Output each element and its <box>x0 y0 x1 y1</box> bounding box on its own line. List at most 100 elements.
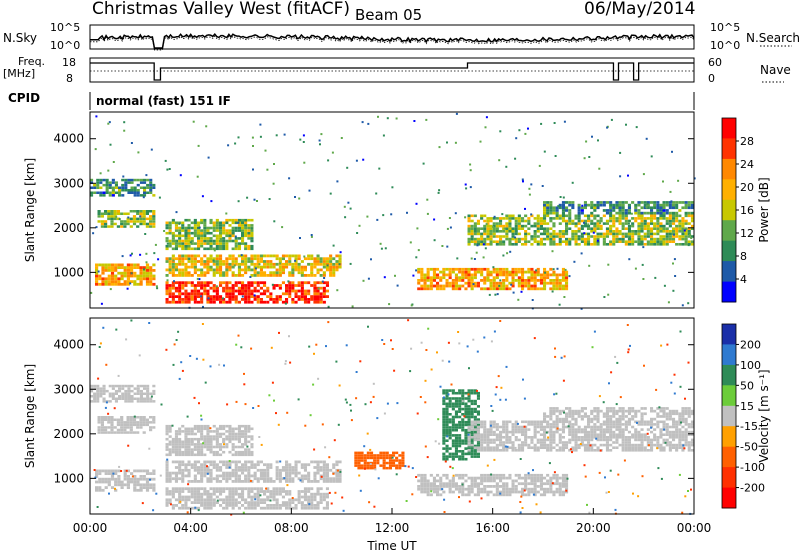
data-cell <box>294 260 296 262</box>
data-cell <box>678 215 681 218</box>
data-cell <box>133 218 136 221</box>
data-cell <box>225 301 228 304</box>
data-cell <box>389 457 392 460</box>
data-cell <box>556 212 559 215</box>
data-cell <box>615 441 618 444</box>
data-cell <box>474 433 477 436</box>
data-cell <box>134 194 137 197</box>
data-cell <box>666 233 669 236</box>
data-cell <box>152 187 155 190</box>
data-cell <box>354 464 357 467</box>
data-cell <box>175 229 178 232</box>
data-cell <box>269 295 272 298</box>
data-cell <box>603 238 606 241</box>
data-cell <box>197 469 200 472</box>
data-cell <box>194 446 197 449</box>
data-cell <box>95 148 97 150</box>
data-cell <box>653 238 656 241</box>
data-cell <box>250 487 253 490</box>
data-cell <box>127 424 130 427</box>
data-cell <box>458 439 461 442</box>
data-cell <box>543 268 546 271</box>
data-cell <box>250 438 253 441</box>
data-cell <box>244 425 247 428</box>
data-cell <box>452 485 455 488</box>
data-cell <box>136 426 139 429</box>
data-cell <box>219 425 222 428</box>
data-cell <box>391 186 393 188</box>
data-cell <box>98 421 101 424</box>
data-cell <box>242 296 244 298</box>
data-cell <box>326 284 329 287</box>
data-cell <box>235 438 238 441</box>
data-cell <box>169 287 172 290</box>
data-cell <box>537 287 540 290</box>
data-cell <box>166 245 169 248</box>
data-cell <box>517 299 519 301</box>
data-cell <box>317 298 320 301</box>
data-cell <box>317 469 320 472</box>
data-cell <box>188 490 191 493</box>
data-cell <box>304 490 307 493</box>
data-cell <box>127 478 130 481</box>
data-cell <box>184 229 187 232</box>
data-cell <box>232 430 235 433</box>
data-cell <box>559 235 562 238</box>
data-cell <box>146 424 149 427</box>
data-cell <box>376 454 379 457</box>
data-cell <box>420 477 423 480</box>
data-cell <box>373 462 376 465</box>
data-cell <box>103 184 106 187</box>
data-cell <box>93 395 96 398</box>
data-cell <box>480 235 483 238</box>
data-cell <box>562 426 565 429</box>
data-cell <box>575 444 578 447</box>
data-cell <box>518 279 521 282</box>
data-cell <box>672 230 675 233</box>
data-cell <box>172 507 175 510</box>
data-cell <box>549 480 552 483</box>
data-cell <box>133 486 136 489</box>
data-cell <box>663 446 666 449</box>
data-cell <box>127 393 130 396</box>
data-cell <box>194 248 197 251</box>
data-cell <box>101 416 104 419</box>
data-cell <box>518 222 521 225</box>
data-cell <box>615 233 618 236</box>
data-cell <box>282 263 285 266</box>
data-cell <box>219 245 222 248</box>
data-cell <box>625 240 628 243</box>
data-cell <box>505 441 508 444</box>
data-cell <box>178 487 181 490</box>
data-cell <box>285 480 288 483</box>
data-cell <box>298 501 301 504</box>
data-cell <box>663 423 666 426</box>
data-cell <box>203 255 206 258</box>
data-cell <box>458 455 461 458</box>
data-cell <box>121 272 124 275</box>
data-cell <box>244 454 247 457</box>
data-cell <box>152 472 155 475</box>
data-cell <box>449 432 452 435</box>
data-cell <box>244 263 247 266</box>
data-cell <box>619 220 622 223</box>
data-cell <box>606 212 609 215</box>
data-cell <box>172 295 175 298</box>
data-cell <box>105 478 108 481</box>
data-cell <box>181 301 184 304</box>
data-cell <box>669 204 672 207</box>
data-cell <box>95 283 98 286</box>
data-cell <box>118 189 121 192</box>
data-cell <box>562 204 565 207</box>
data-cell <box>175 435 178 438</box>
data-cell <box>108 470 111 473</box>
data-cell <box>515 225 518 228</box>
data-cell <box>260 469 263 472</box>
data-cell <box>442 474 445 477</box>
data-cell <box>146 269 149 272</box>
data-cell <box>194 298 197 301</box>
data-cell <box>685 233 688 236</box>
data-cell <box>568 222 571 225</box>
data-cell <box>438 189 440 191</box>
data-cell <box>669 217 672 220</box>
